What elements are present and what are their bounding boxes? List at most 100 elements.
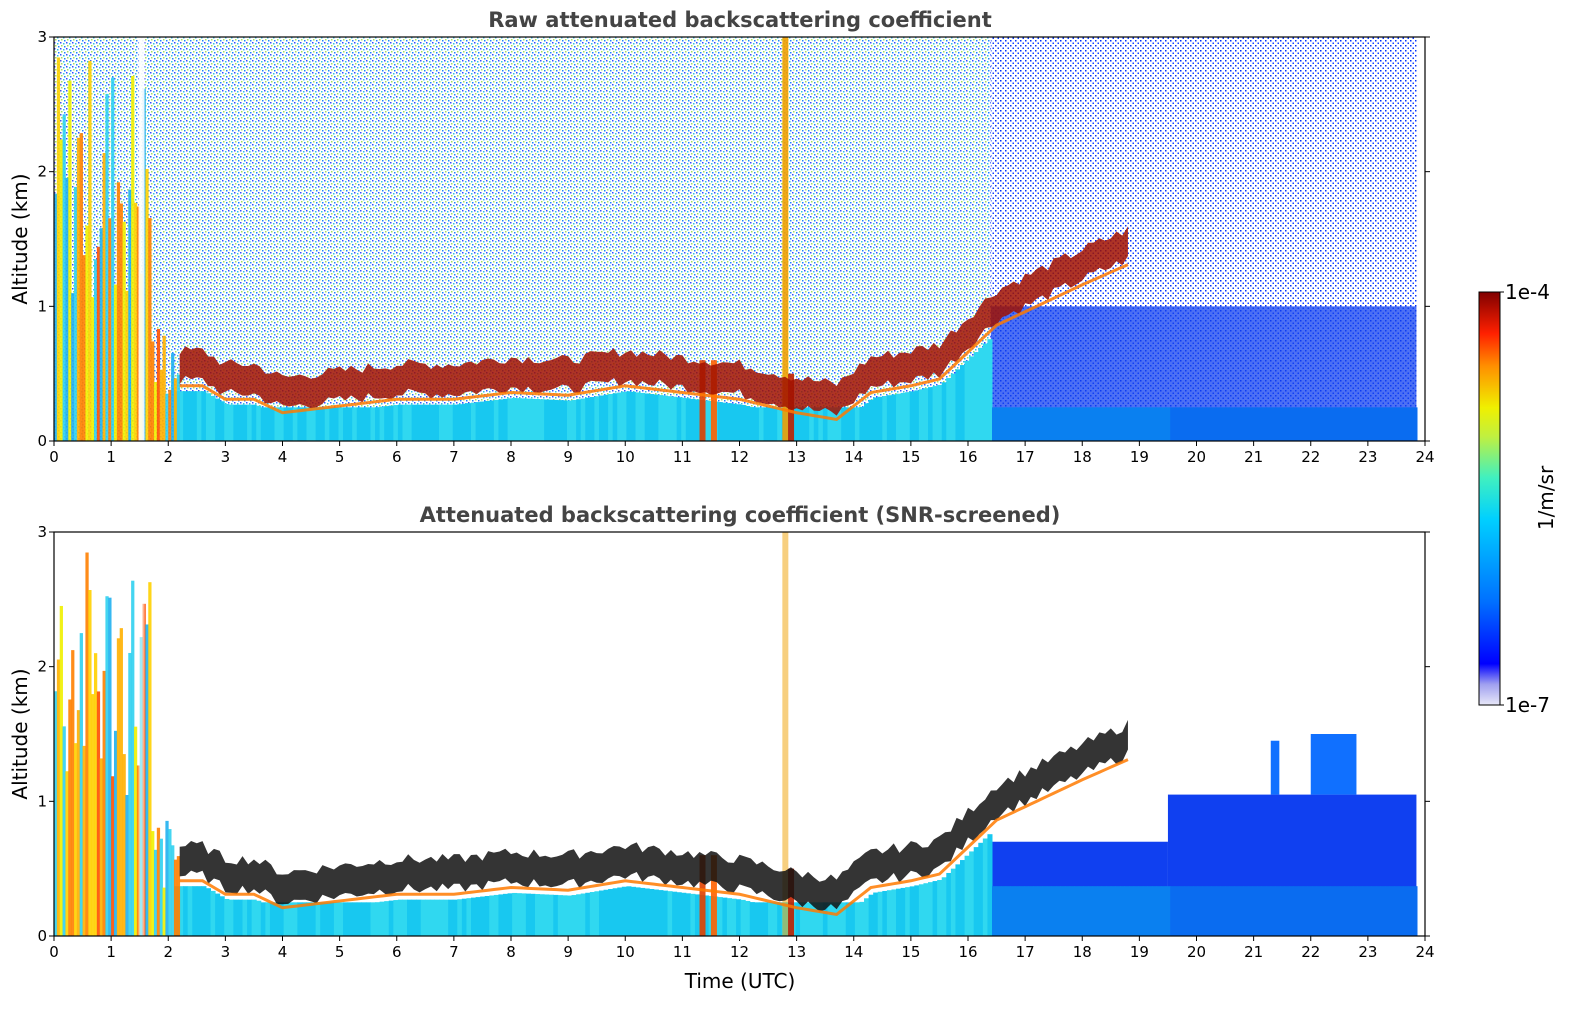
bl-column — [928, 387, 934, 441]
bl-column — [667, 891, 673, 936]
bl-column — [800, 407, 806, 441]
bl-column — [635, 392, 641, 441]
bl-column — [630, 391, 637, 441]
bl-column — [987, 834, 993, 936]
bl-column — [503, 893, 509, 936]
bl-column — [448, 404, 454, 441]
x-tick-label: 4 — [278, 943, 288, 961]
x-tick-label: 1 — [106, 448, 116, 466]
bl-column — [333, 902, 339, 936]
bl-column — [439, 899, 445, 936]
bl-column — [507, 893, 513, 936]
bl-column — [905, 887, 911, 936]
bl-column — [676, 397, 682, 441]
bl-column — [544, 399, 550, 441]
bl-column — [836, 902, 842, 936]
bl-column — [1101, 407, 1107, 441]
bl-column — [845, 407, 851, 441]
bl-column — [256, 900, 262, 936]
bl-column — [411, 899, 417, 936]
bl-column — [1375, 407, 1381, 441]
bl-column — [320, 407, 326, 441]
bl-column — [1078, 407, 1084, 441]
bl-column — [210, 395, 216, 441]
bl-column — [859, 406, 865, 441]
bl-column — [891, 394, 897, 441]
bl-column — [196, 886, 202, 936]
morning-stripe — [165, 393, 169, 441]
bl-column — [991, 886, 998, 936]
morning-stripe — [105, 596, 109, 936]
morning-stripe — [91, 694, 95, 936]
bl-column — [205, 393, 212, 441]
bl-column — [576, 399, 582, 441]
bl-column — [507, 398, 513, 441]
bl-column — [521, 398, 527, 441]
bl-column — [503, 398, 509, 441]
bl-column — [896, 888, 902, 936]
bl-column — [836, 407, 842, 441]
bl-column — [1380, 407, 1386, 441]
bl-column — [1124, 886, 1130, 936]
bl-column — [201, 886, 207, 936]
morning-stripe — [96, 246, 101, 441]
x-axis-screened: 0 1 2 3 4 5 6 7 8 9 10 11 12 13 14 15 16 17 18 19 20 21 22 23 24 — [49, 936, 1435, 961]
bl-column — [1014, 407, 1020, 441]
bl-column — [1037, 407, 1043, 441]
bl-column — [1316, 407, 1322, 441]
bl-column — [347, 902, 353, 936]
bl-column — [475, 897, 481, 936]
bl-column — [617, 392, 623, 441]
morning-stripe — [122, 754, 126, 936]
y-tick-label: 1 — [37, 297, 47, 315]
bl-column — [736, 899, 742, 936]
bl-column — [982, 343, 988, 441]
bl-column — [978, 347, 984, 441]
bl-column — [1385, 886, 1391, 936]
x-tick-label: 8 — [506, 448, 516, 466]
x-tick-label: 13 — [787, 448, 806, 466]
bl-column — [1334, 886, 1340, 936]
morning-stripe — [136, 206, 141, 441]
bl-column — [653, 889, 659, 936]
bl-column — [1394, 886, 1400, 936]
bl-column — [361, 902, 367, 936]
morning-stripe — [162, 887, 166, 936]
bl-column — [1001, 407, 1007, 441]
bl-column — [946, 377, 952, 441]
bl-column — [1252, 886, 1258, 936]
bl-column — [557, 400, 563, 441]
bl-column — [407, 899, 413, 936]
bl-column — [950, 868, 956, 936]
bl-column — [827, 902, 833, 936]
morning-stripe — [88, 60, 92, 442]
bl-column — [608, 889, 614, 936]
morning-stripe — [59, 605, 63, 936]
bl-column — [233, 404, 239, 441]
bl-column — [379, 901, 385, 936]
bl-column — [471, 402, 477, 441]
spike — [138, 37, 145, 441]
morning-stripe — [54, 193, 58, 441]
bl-column — [512, 397, 518, 441]
bl-column — [886, 395, 892, 441]
colorbar-gradient — [1478, 291, 1501, 706]
bl-column — [1412, 886, 1418, 936]
bl-column — [1087, 886, 1094, 936]
bl-column — [612, 393, 618, 441]
bl-column — [1243, 407, 1249, 441]
bl-column — [301, 902, 307, 936]
bl-column — [311, 407, 317, 441]
bl-column — [1339, 407, 1345, 441]
bl-column — [1234, 886, 1240, 936]
bl-column — [1257, 886, 1263, 936]
bl-column — [416, 404, 422, 441]
bl-column — [571, 895, 577, 936]
bl-column — [1069, 407, 1075, 441]
bl-column — [228, 899, 234, 936]
bl-column — [1197, 407, 1203, 441]
morning-stripe — [93, 259, 98, 441]
bl-column — [1229, 407, 1235, 441]
x-tick-label: 10 — [616, 943, 635, 961]
bl-column — [525, 893, 531, 936]
